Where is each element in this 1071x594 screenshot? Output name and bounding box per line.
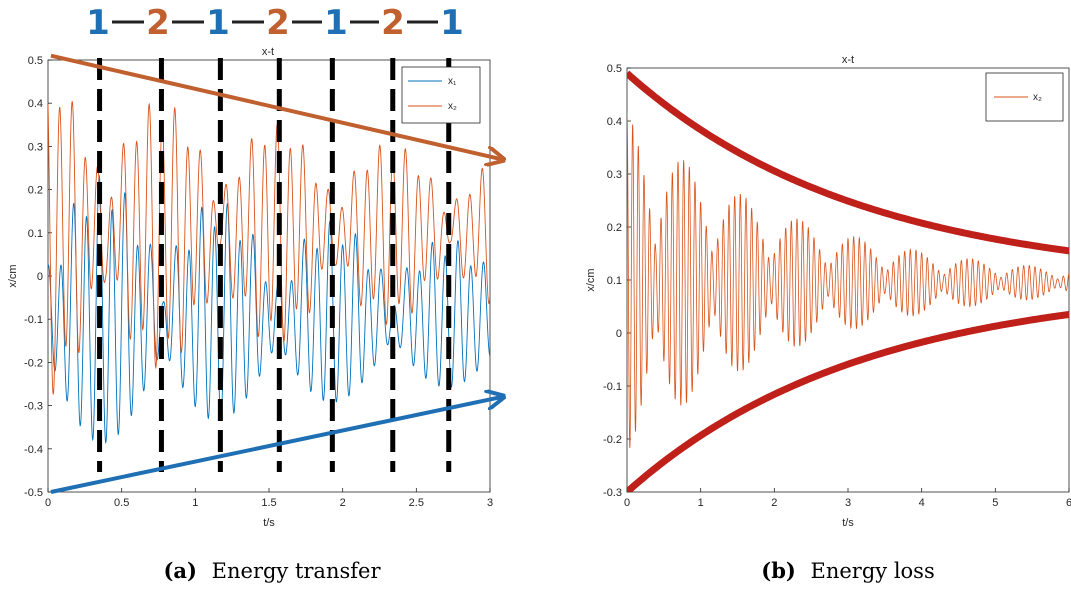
legend-b-x2-label: x₂	[1033, 92, 1042, 103]
plot-b-ylabel: x/cm	[585, 268, 597, 291]
plot-a-ytick-label: 0.1	[28, 228, 43, 240]
caption-b: (b) Energy loss	[761, 558, 934, 583]
plot-b-axes-box	[626, 67, 1070, 493]
plot-a-xtick-label: 3	[487, 497, 493, 509]
plot-a-legend-box	[401, 66, 481, 124]
plot-a-xticks: 0 0.5 1 1.5 2 2.5 3	[45, 488, 493, 509]
caption-a-text: Energy transfer	[212, 559, 382, 583]
plot-b-xlabel: t/s	[842, 517, 854, 529]
plot-a-ytick-label: -0.5	[24, 487, 43, 499]
plot-a-ytick-label: 0.5	[28, 55, 43, 67]
plot-b-yticks: -0.3 -0.2 -0.1 0 0.1 0.2 0.3 0.4 0.5	[603, 63, 631, 499]
plot-b-ytick-label: 0.1	[607, 275, 622, 287]
plot-a-dashed-lines	[97, 58, 452, 472]
plot-b-ytick-label: 0.2	[607, 222, 622, 234]
sequence-label-2: 2	[266, 3, 290, 43]
panel-a: -0.5 -0.4 -0.3 -0.2 -0.1 0 0.1 0.2 0.3 0.4 0.5 0 0.…	[7, 3, 502, 583]
plot-b-xtick-label: 0	[624, 497, 630, 509]
plot-a-xtick-label: 1	[192, 497, 198, 509]
plot-a-yticks: -0.5 -0.4 -0.3 -0.2 -0.1 0 0.1 0.2 0.3 0.4 0.5	[24, 55, 52, 499]
legend-x1-label: x₁	[448, 76, 457, 87]
caption-a-label: (a)	[163, 558, 196, 583]
plot-a-ytick-label: -0.4	[24, 444, 43, 456]
panel-b: -0.3 -0.2 -0.1 0 0.1 0.2 0.3 0.4 0.5 0 1 2 3 4 5 6 x-t…	[585, 54, 1071, 583]
plot-b-ytick-label: -0.2	[603, 434, 622, 446]
plot-b-ytick-label: 0.3	[607, 169, 622, 181]
sequence-label-2: 2	[381, 3, 405, 43]
sequence-label-1: 1	[324, 3, 348, 43]
plot-b-title: x-t	[842, 54, 854, 66]
envelope-upper	[627, 70, 1069, 255]
plot-a-legend: x₁ x₂	[401, 66, 481, 124]
caption-b-label: (b)	[761, 558, 796, 583]
plot-a-xtick-label: 0	[45, 497, 51, 509]
plot-a-xlabel: t/s	[263, 517, 275, 529]
plot-b-ytick-label: 0.4	[607, 116, 622, 128]
plot-b-ytick-label: -0.3	[603, 487, 622, 499]
plot-a-xtick-label: 1.5	[261, 497, 276, 509]
plot-a-arrow-top	[50, 53, 502, 160]
series-x2-line	[48, 101, 490, 395]
plot-b-xtick-label: 2	[771, 497, 777, 509]
plot-b-ytick-label: -0.1	[603, 381, 622, 393]
series-x1-line	[48, 174, 490, 444]
legend-x2-label: x₂	[448, 101, 457, 112]
sequence-label-1: 1	[440, 3, 464, 43]
plot-a-ytick-label: 0.3	[28, 141, 43, 153]
plot-a-ytick-label: -0.1	[24, 314, 43, 326]
sequence-label-2: 2	[146, 3, 170, 43]
plot-b-xtick-label: 1	[698, 497, 704, 509]
plot-a-xtick-label: 0.5	[114, 497, 129, 509]
plot-b-ytick-label: 0	[616, 328, 622, 340]
sequence-label-1: 1	[86, 3, 110, 43]
sequence-label-1: 1	[206, 3, 230, 43]
plot-b-xtick-label: 5	[992, 497, 998, 509]
plot-a-arrow-bottom	[50, 397, 502, 494]
plot-b-legend: x₂	[985, 72, 1064, 122]
plot-a-ytick-label: 0	[37, 271, 43, 283]
plot-b-xtick-label: 3	[845, 497, 851, 509]
plot-a-ylabel: x/cm	[7, 264, 19, 287]
plot-a-ytick-label: -0.2	[24, 357, 43, 369]
plot-a-title: x-t	[262, 46, 274, 58]
caption-a: (a) Energy transfer	[163, 558, 381, 583]
plot-a-ytick-label: 0.2	[28, 185, 43, 197]
plot-a-ytick-label: -0.3	[24, 401, 43, 413]
envelope-lower	[627, 310, 1069, 492]
plot-b-xtick-label: 6	[1066, 497, 1071, 509]
plot-b-xtick-label: 4	[919, 497, 925, 509]
plot-a-xtick-label: 2	[340, 497, 346, 509]
plot-b-ytick-label: 0.5	[607, 63, 622, 75]
caption-b-text: Energy loss	[811, 559, 935, 583]
series-x2-line-b	[627, 113, 1069, 449]
plot-a-xtick-label: 2.5	[409, 497, 424, 509]
plot-a-ytick-label: 0.4	[28, 98, 43, 110]
